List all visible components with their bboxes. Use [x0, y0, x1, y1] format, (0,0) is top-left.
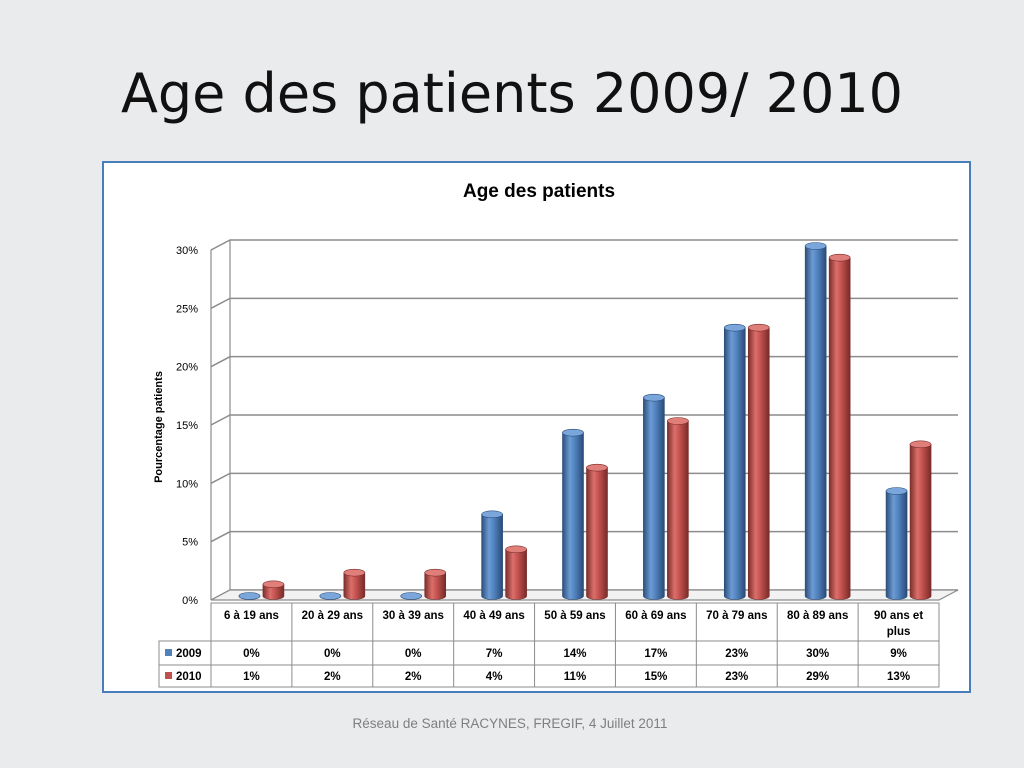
- data-label: 4%: [486, 671, 503, 683]
- legend-label-2009: 2009: [176, 648, 202, 660]
- data-label: 29%: [806, 671, 829, 683]
- data-label: 2%: [405, 671, 422, 683]
- gridline: [210, 239, 958, 251]
- bar-top: [667, 417, 689, 425]
- bar-2009-7: [804, 242, 827, 600]
- x-tick-label: 20 à 29 ans: [302, 610, 363, 622]
- legend-swatch-2009: [165, 649, 172, 656]
- chart-frame: Age des patients Pourcentage patients 0%…: [102, 161, 971, 693]
- chart: Age des patients Pourcentage patients 0%…: [153, 181, 959, 688]
- table-data-row: [158, 664, 940, 688]
- bar-2009-8: [885, 487, 908, 600]
- data-label: 17%: [644, 648, 667, 660]
- x-tick-label: 40 à 49 ans: [463, 610, 524, 622]
- bar-top: [643, 393, 665, 402]
- bar-body: [828, 257, 851, 600]
- bar-body: [505, 549, 527, 600]
- data-label: 0%: [405, 648, 422, 660]
- y-tick-label: 25%: [176, 303, 198, 315]
- bar-body: [885, 490, 908, 600]
- bar-top: [400, 592, 423, 600]
- y-tick-label: 30%: [176, 245, 198, 257]
- chart-floor: [210, 589, 959, 601]
- bar-top: [343, 568, 366, 577]
- bar-body: [909, 444, 932, 600]
- bar-top: [586, 463, 608, 472]
- data-label: 23%: [725, 648, 748, 660]
- bar-2010-8: [909, 440, 932, 600]
- bar-top: [828, 253, 851, 262]
- x-tick-label: 60 à 69 ans: [625, 610, 686, 622]
- x-tick-label: 50 à 59 ans: [544, 610, 605, 622]
- bar-top: [481, 510, 503, 519]
- y-tick-label: 10%: [176, 478, 198, 490]
- bar-top: [909, 440, 932, 449]
- y-tick-label: 0%: [182, 595, 198, 607]
- bar-2009-1: [319, 592, 342, 600]
- x-tick-label: 30 à 39 ans: [383, 610, 444, 622]
- bar-2009-0: [238, 592, 261, 600]
- x-tick-label: 70 à 79 ans: [706, 610, 767, 622]
- bar-top: [238, 592, 261, 600]
- chart-title: Age des patients: [463, 181, 615, 202]
- bar-top: [319, 592, 342, 600]
- data-label: 11%: [564, 671, 586, 683]
- bar-top: [262, 580, 285, 589]
- bar-2010-4: [586, 463, 608, 600]
- slide-title: Age des patients 2009/ 2010: [120, 62, 904, 125]
- data-label: 1%: [243, 671, 260, 683]
- data-label: 9%: [890, 648, 907, 660]
- bar-2010-6: [747, 323, 770, 600]
- x-tick-label: 6 à 19 ans: [224, 610, 279, 622]
- bar-2010-0: [262, 580, 285, 600]
- bar-2009-4: [562, 428, 584, 600]
- table-header-row: [210, 602, 940, 642]
- data-label: 2%: [324, 671, 341, 683]
- bar-2010-7: [828, 253, 851, 600]
- data-label: 0%: [243, 648, 260, 660]
- y-tick-label: 15%: [176, 420, 198, 432]
- bar-2010-2: [424, 568, 447, 600]
- y-tick-label: 5%: [182, 537, 198, 549]
- data-label: 15%: [644, 671, 667, 683]
- bar-2009-5: [643, 393, 665, 600]
- bar-2010-5: [667, 417, 689, 600]
- bar-body: [667, 420, 689, 600]
- data-label: 7%: [486, 648, 503, 660]
- bar-2009-3: [481, 510, 503, 600]
- bar-2010-3: [505, 545, 527, 600]
- data-label: 0%: [324, 648, 341, 660]
- y-tick-label: 20%: [176, 362, 198, 374]
- bar-body: [723, 327, 746, 600]
- bar-2010-1: [343, 568, 366, 600]
- bar-2009-2: [400, 592, 423, 600]
- bar-body: [481, 514, 503, 600]
- bar-2009-6: [723, 323, 746, 600]
- bar-body: [804, 245, 827, 600]
- bar-body: [262, 584, 285, 600]
- bar-body: [424, 572, 447, 600]
- data-label: 23%: [725, 671, 748, 683]
- bar-body: [562, 432, 584, 600]
- data-label: 14%: [563, 648, 586, 660]
- bar-top: [723, 323, 746, 332]
- legend-swatch-2010: [165, 672, 172, 679]
- bar-body: [643, 397, 665, 600]
- bar-top: [804, 242, 827, 250]
- x-tick-label: 80 à 89 ans: [787, 610, 848, 622]
- legend-label-2010: 2010: [176, 671, 202, 683]
- data-label: 13%: [887, 671, 910, 683]
- bar-top: [885, 487, 908, 495]
- bar-body: [343, 572, 366, 600]
- bar-top: [747, 323, 770, 332]
- bar-top: [562, 428, 584, 437]
- data-label: 30%: [806, 648, 829, 660]
- footer-text: Réseau de Santé RACYNES, FREGIF, 4 Juill…: [352, 716, 668, 731]
- bar-body: [586, 467, 608, 600]
- y-axis-label: Pourcentage patients: [153, 371, 165, 483]
- bar-body: [747, 327, 770, 600]
- bar-top: [424, 568, 447, 577]
- bar-top: [505, 545, 527, 554]
- x-tick-label: 90 ans et plus: [874, 610, 923, 638]
